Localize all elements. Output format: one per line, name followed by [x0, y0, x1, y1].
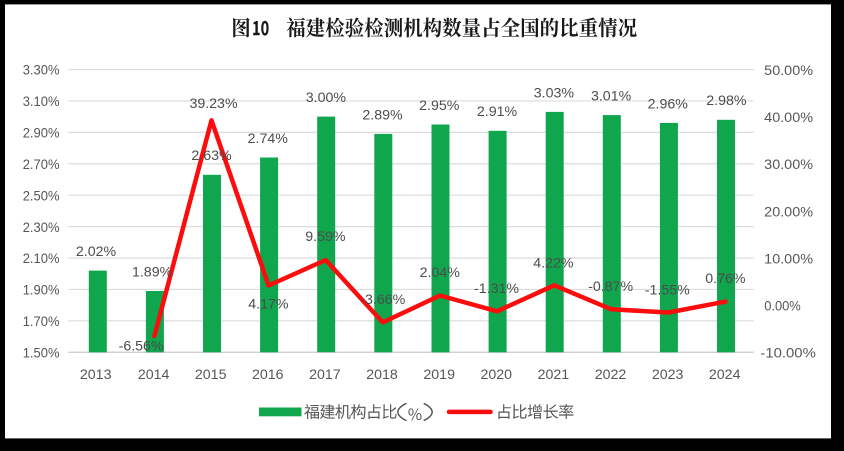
svg-text:3.30%: 3.30% — [23, 63, 60, 79]
svg-text:20.00%: 20.00% — [764, 204, 813, 220]
svg-text:2021: 2021 — [538, 367, 570, 383]
svg-text:50.00%: 50.00% — [764, 63, 813, 79]
svg-text:2020: 2020 — [481, 367, 513, 383]
svg-text:2024: 2024 — [709, 367, 741, 383]
svg-text:2015: 2015 — [195, 367, 227, 383]
svg-text:-6.56%: -6.56% — [119, 339, 164, 355]
svg-text:2022: 2022 — [595, 367, 627, 383]
svg-text:-1.31%: -1.31% — [474, 281, 519, 297]
svg-text:2018: 2018 — [366, 367, 398, 383]
svg-text:2.74%: 2.74% — [248, 131, 289, 147]
svg-text:-1.55%: -1.55% — [645, 283, 690, 299]
svg-text:-10.00%: -10.00% — [760, 346, 816, 362]
svg-text:2023: 2023 — [652, 367, 684, 383]
svg-text:2.50%: 2.50% — [23, 188, 60, 204]
svg-text:2.04%: 2.04% — [420, 265, 461, 281]
svg-text:10.00%: 10.00% — [764, 251, 813, 267]
svg-text:2013: 2013 — [80, 367, 112, 383]
svg-text:2.91%: 2.91% — [477, 104, 518, 120]
svg-text:2017: 2017 — [309, 367, 341, 383]
svg-text:2014: 2014 — [138, 367, 170, 383]
svg-text:3.01%: 3.01% — [591, 89, 632, 105]
svg-text:1.50%: 1.50% — [23, 346, 60, 362]
svg-text:2.10%: 2.10% — [23, 251, 60, 267]
svg-text:40.00%: 40.00% — [764, 110, 813, 126]
svg-text:1.89%: 1.89% — [132, 264, 173, 280]
svg-text:2.96%: 2.96% — [648, 96, 689, 112]
svg-text:1.90%: 1.90% — [23, 283, 60, 299]
svg-text:2.63%: 2.63% — [191, 148, 232, 164]
svg-text:30.00%: 30.00% — [764, 157, 813, 173]
svg-text:3.00%: 3.00% — [306, 90, 347, 106]
svg-text:2.89%: 2.89% — [362, 107, 403, 123]
svg-text:39.23%: 39.23% — [189, 96, 238, 112]
svg-text:9.59%: 9.59% — [305, 229, 346, 245]
svg-text:1.70%: 1.70% — [23, 314, 60, 330]
svg-text:3.10%: 3.10% — [23, 94, 60, 110]
svg-text:2019: 2019 — [423, 367, 455, 383]
svg-text:-0.87%: -0.87% — [588, 279, 633, 295]
svg-text:4.17%: 4.17% — [248, 296, 289, 312]
svg-text:2.02%: 2.02% — [76, 244, 117, 260]
svg-text:2.95%: 2.95% — [419, 98, 460, 114]
svg-text:0.76%: 0.76% — [705, 271, 746, 287]
svg-text:2.98%: 2.98% — [706, 93, 747, 109]
svg-text:2016: 2016 — [252, 367, 284, 383]
svg-text:-3.66%: -3.66% — [360, 292, 405, 308]
svg-text:4.22%: 4.22% — [533, 255, 574, 271]
svg-text:2.90%: 2.90% — [23, 126, 60, 142]
svg-text:0.00%: 0.00% — [764, 299, 801, 315]
svg-text:3.03%: 3.03% — [534, 85, 575, 101]
svg-text:2.70%: 2.70% — [23, 157, 60, 173]
svg-text:2.30%: 2.30% — [23, 220, 60, 236]
